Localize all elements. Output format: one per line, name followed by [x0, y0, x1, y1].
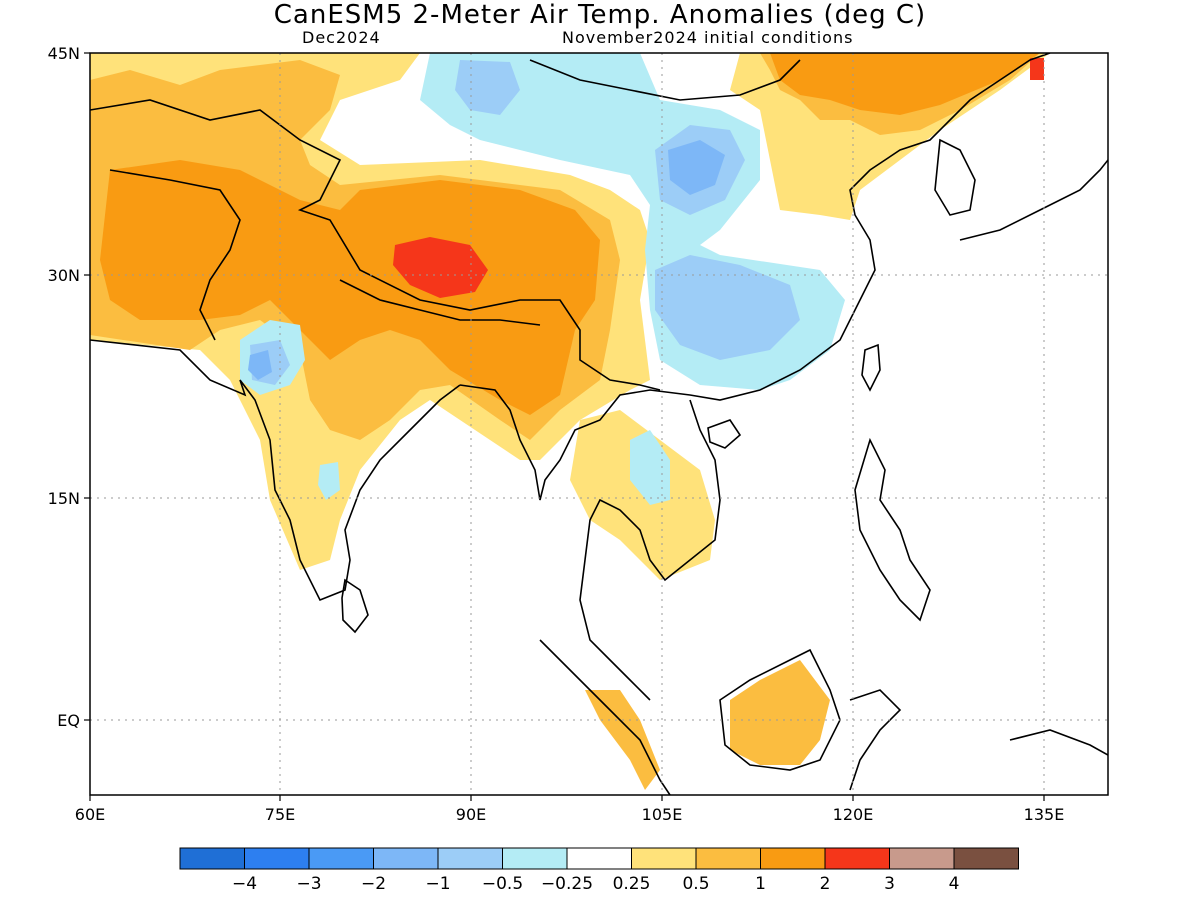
anomaly-zone-medium-sumatra: [585, 690, 660, 790]
border-mongolia: [529, 59, 801, 101]
colorbar-label: 3: [884, 874, 895, 894]
lon-label-60e: 60E: [75, 805, 105, 824]
colorbar-swatch: [373, 847, 439, 870]
anomaly-zone-cool-strong-india: [248, 350, 272, 380]
graticule: [90, 53, 1108, 795]
colorbar-label: −0.25: [541, 874, 593, 894]
colorbar-label: −4: [232, 874, 257, 894]
anomaly-zone-peak-korea: [1030, 58, 1044, 80]
colorbar-swatch: [695, 847, 761, 870]
tick-marks: [84, 52, 1045, 801]
anomaly-zone-cool-light-india-s: [318, 462, 340, 500]
colorbar-label: 1: [755, 874, 766, 894]
lon-label-75e: 75E: [265, 805, 295, 824]
colorbar-swatch: [308, 847, 374, 870]
anomaly-field: [90, 53, 1108, 795]
init-conditions: November2024 initial conditions: [562, 28, 854, 47]
lat-label-30n: 30N: [48, 266, 80, 285]
colorbar-label: 0.25: [613, 874, 651, 894]
colorbar-swatch: [824, 847, 890, 870]
anomaly-zone-medium-borneo: [730, 660, 830, 765]
coastline-korea: [934, 138, 976, 216]
colorbar-swatch: [631, 847, 697, 870]
colorbar-swatch: [502, 847, 568, 870]
colorbar-swatch: [244, 847, 310, 870]
colorbar-label: 4: [949, 874, 960, 894]
coastline-srilanka: [341, 578, 369, 634]
lon-label-135e: 135E: [1024, 805, 1065, 824]
lon-label-120e: 120E: [833, 805, 874, 824]
colorbar-swatch: [953, 847, 1019, 870]
border-china-north: [90, 99, 661, 391]
forecast-month: Dec2024: [302, 28, 381, 47]
colorbar-swatch: [760, 847, 826, 870]
lat-label-45n: 45N: [48, 44, 80, 63]
anomaly-zone-cool-medium: [455, 60, 520, 115]
lat-label-15n: 15N: [48, 489, 80, 508]
colorbar-swatch: [179, 847, 245, 870]
anomaly-zone-cool-medium-3: [655, 255, 800, 360]
colorbar-swatch: [889, 847, 955, 870]
lat-label-eq: EQ: [57, 711, 80, 730]
lon-label-105e: 105E: [642, 805, 683, 824]
anomaly-zone-cool-light-indochina: [630, 430, 670, 505]
coastlines: [90, 53, 1108, 795]
map-frame: [89, 52, 1109, 796]
chart-title: CanESM5 2-Meter Air Temp. Anomalies (deg…: [273, 0, 927, 30]
anomaly-zone-strong: [100, 160, 600, 415]
anomaly-zone-strong-east: [770, 53, 1040, 115]
anomaly-zone-peak: [393, 237, 488, 298]
colorbar-swatch: [566, 847, 632, 870]
coastline-philippines: [854, 437, 931, 622]
coastline-newguinea: [1009, 729, 1108, 756]
colorbar-swatch: [437, 847, 503, 870]
colorbar-label: 2: [820, 874, 831, 894]
colorbar-label: −1: [425, 874, 450, 894]
coastline-taiwan: [861, 343, 881, 392]
colorbar-label: −0.5: [482, 874, 523, 894]
anomaly-zone-cool-strong: [668, 140, 725, 195]
colorbar-label: −2: [361, 874, 386, 894]
coastline-india: [90, 339, 461, 602]
colorbar-label: −3: [296, 874, 321, 894]
coastline-hainan: [707, 419, 742, 449]
border-pakistan: [109, 169, 241, 341]
colorbar: −4 −3 −2 −1 −0.5 −0.25 0.25 0.5 1 2 3 4: [179, 847, 1019, 894]
coastline-bay: [459, 53, 1051, 501]
lon-label-90e: 90E: [456, 805, 486, 824]
colorbar-label: 0.5: [682, 874, 709, 894]
border-himalaya: [339, 279, 541, 326]
coastline-indochina: [579, 399, 721, 701]
coastline-japan: [959, 159, 1108, 241]
